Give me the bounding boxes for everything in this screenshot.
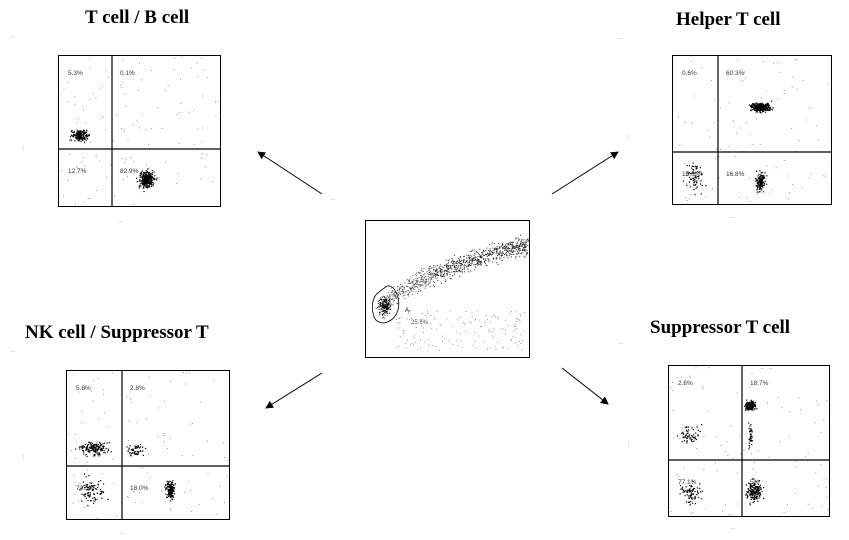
- panel-title-helper: Helper T cell: [676, 9, 781, 30]
- panel-subtitle-tb: …: [10, 33, 16, 39]
- panel-subtitle-nk: …: [10, 348, 16, 354]
- quadrant-percent-ul: 2.6%: [678, 380, 693, 387]
- quadrant-percent-ul: 5.3%: [68, 70, 83, 77]
- panel-xlabel-tb: …: [118, 218, 123, 224]
- quadrant-percent-ll: 12.7%: [68, 168, 87, 175]
- quadrant-percent-ur: 18.7%: [750, 380, 769, 387]
- quadrant-percent-lr: 18.0%: [130, 485, 149, 492]
- quadrant-percent-ll: 73.5%: [76, 485, 95, 492]
- panel-subtitle-helper: …: [618, 35, 624, 41]
- panel-xlabel-helper: …: [730, 214, 735, 220]
- quadrant-percent-lr: 5%: [750, 479, 760, 486]
- panel-ylabel-helper: …: [625, 135, 631, 140]
- arrow-to-supp: [561, 367, 609, 405]
- quadrant-percent-ur: 0.1%: [120, 70, 135, 77]
- quadrant-percent-lr: 82.9%: [120, 168, 139, 175]
- quadrant-percent-lr: 16.8%: [726, 171, 745, 178]
- panel-subtitle-supp: …: [618, 340, 624, 346]
- quadrant-percent-ul: 0.6%: [682, 70, 697, 77]
- quadrant-percent-ll: 15.6%: [682, 171, 701, 178]
- panel-plot-tb: 5.3% 0.1% 12.7% 82.9%: [58, 55, 221, 207]
- panel-title-tb: T cell / B cell: [85, 7, 190, 28]
- panel-ylabel-nk: …: [20, 455, 26, 460]
- quadrant-percent-ll: 77.1%: [678, 479, 697, 486]
- arrow-to-nk: [265, 372, 323, 409]
- quadrant-percent-ur: 60.3%: [726, 70, 745, 77]
- arrow-to-helper: [551, 151, 619, 195]
- panel-title-nk: NK cell / Suppressor T: [25, 322, 209, 343]
- gate-percent: 25.5%: [411, 320, 429, 326]
- quadrant-percent-ur: 2.8%: [130, 385, 145, 392]
- center-dots: [375, 234, 529, 351]
- gate-outline: [371, 285, 400, 324]
- panel-xlabel-supp: …: [730, 525, 735, 531]
- panel-ylabel-supp: …: [625, 443, 631, 448]
- dots-helper: [678, 59, 829, 203]
- dots-nk: [68, 372, 229, 519]
- gate-label: A: [405, 308, 409, 314]
- dots-tb: [61, 57, 219, 205]
- panel-plot-nk: 5.8% 2.8% 73.5% 18.0%: [66, 370, 230, 520]
- center-subtitle: …: [330, 196, 336, 202]
- panel-plot-helper: 0.6% 60.3% 15.6% 16.8%: [672, 55, 832, 205]
- panel-plot-supp: 2.6% 18.7% 77.1% 5%: [668, 365, 830, 517]
- center-scatter-plot: A 25.5%: [365, 220, 530, 358]
- panel-ylabel-tb: …: [20, 145, 26, 150]
- quadrant-percent-ul: 5.8%: [76, 385, 91, 392]
- dots-supp: [670, 367, 828, 516]
- arrow-to-tb: [257, 151, 323, 195]
- panel-xlabel-nk: …: [120, 530, 125, 536]
- panel-title-supp: Suppressor T cell: [650, 317, 791, 338]
